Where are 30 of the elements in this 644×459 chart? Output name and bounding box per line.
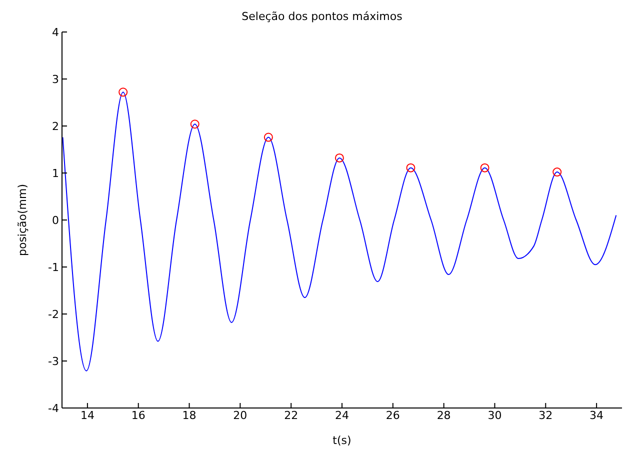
x-tick-label: 16	[131, 408, 146, 422]
x-tick-label: 20	[233, 408, 248, 422]
y-tick-label: -4	[48, 402, 59, 415]
y-tick-label: 0	[52, 214, 59, 227]
y-tick-label: -2	[48, 308, 59, 321]
x-axis-title: t(s)	[332, 434, 352, 447]
y-tick-label: -3	[48, 354, 59, 368]
x-tick-label: 22	[284, 408, 298, 422]
point	[334, 153, 344, 162]
x-tick-label: 18	[182, 408, 196, 422]
y-tick-label: -1	[48, 260, 59, 274]
x-tick-label: 26	[386, 408, 400, 422]
x-tick-label: 32	[538, 408, 553, 422]
x-tick-label: 30	[488, 408, 502, 422]
x-tick-label: 24	[335, 408, 349, 422]
y-tick-label: 4	[52, 26, 59, 39]
y-axis-title: posição(mm)	[16, 184, 29, 256]
point	[190, 120, 200, 129]
point	[264, 132, 273, 142]
point	[480, 163, 490, 172]
point	[406, 163, 416, 172]
x-tick-label: 14	[80, 408, 94, 422]
y-tick-label: 3	[52, 72, 59, 86]
x-tick-label: 28	[436, 408, 451, 422]
x-tick-label: 34	[590, 408, 604, 422]
y-tick-label: 2	[52, 120, 59, 133]
point	[118, 88, 128, 97]
chart-title: Seleção dos pontos máximos	[240, 9, 404, 25]
point	[552, 168, 562, 177]
y-tick-label: 1	[52, 166, 59, 180]
